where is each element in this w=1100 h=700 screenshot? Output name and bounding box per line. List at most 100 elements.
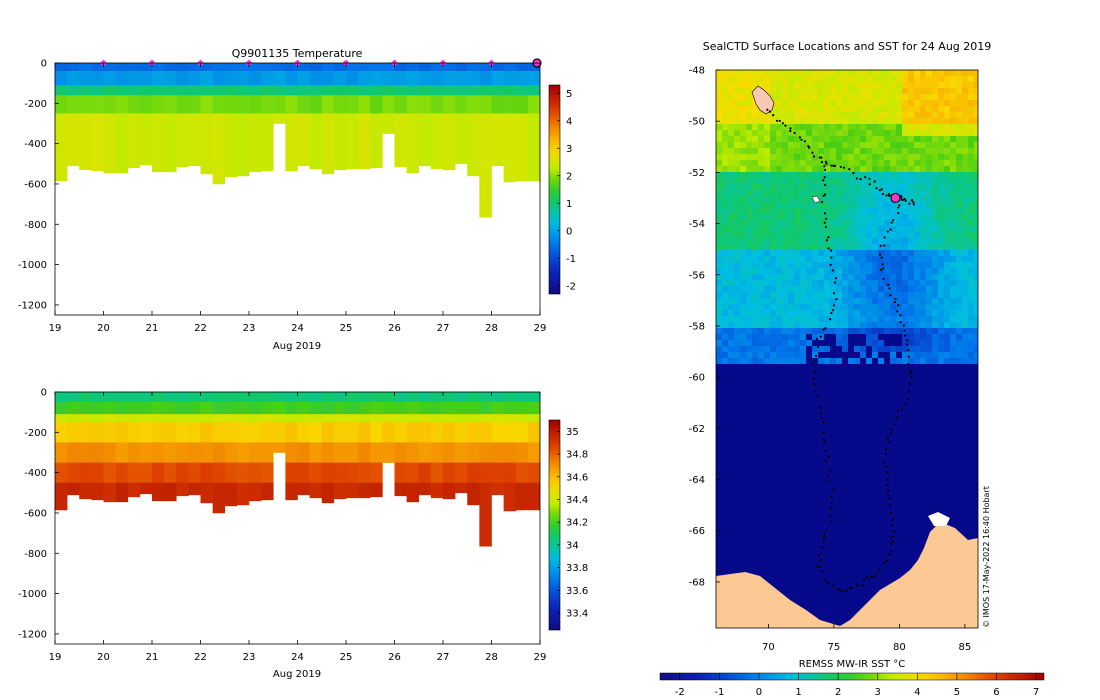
- section-cell: [188, 71, 201, 86]
- sst-cell: [746, 520, 753, 527]
- sst-cell: [740, 220, 747, 227]
- sst-cell: [914, 262, 921, 269]
- sst-cell: [950, 424, 957, 431]
- sst-cell: [806, 568, 813, 575]
- sst-cell: [830, 448, 837, 455]
- sst-cell: [734, 148, 741, 155]
- sst-cell: [962, 424, 969, 431]
- sst-cell: [806, 322, 813, 329]
- sst-cell: [824, 376, 831, 383]
- sst-cell: [746, 208, 753, 215]
- sst-cell: [920, 154, 927, 161]
- section-cell: [382, 422, 395, 443]
- sst-cell: [974, 274, 978, 281]
- sst-cell: [782, 298, 789, 305]
- sst-cell: [770, 328, 777, 335]
- sst-cell: [890, 502, 897, 509]
- track-point: [832, 488, 835, 491]
- track-point: [808, 146, 811, 149]
- section-cell: [479, 442, 492, 463]
- sst-cell: [842, 154, 849, 161]
- x-tick-label: 26: [388, 652, 401, 663]
- sst-cell: [872, 250, 879, 257]
- sst-cell: [908, 256, 915, 263]
- sst-cell: [758, 496, 765, 503]
- sst-cell: [956, 526, 963, 533]
- sst-cell: [944, 334, 951, 341]
- sst-cell: [728, 532, 735, 539]
- sst-cell: [950, 238, 957, 245]
- sst-cell: [866, 292, 873, 299]
- sst-cell: [788, 130, 795, 137]
- sst-cell: [962, 274, 969, 281]
- section-cell: [103, 422, 116, 443]
- sst-cell: [734, 298, 741, 305]
- sst-cell: [962, 352, 969, 359]
- sst-cell: [878, 394, 885, 401]
- sst-cell: [962, 280, 969, 287]
- sst-cell: [806, 286, 813, 293]
- sst-cell: [806, 346, 813, 353]
- sst-cell: [872, 544, 879, 551]
- track-point: [878, 568, 881, 571]
- sst-cell: [848, 256, 855, 263]
- colorbar-tick-label: 33.8: [566, 563, 588, 574]
- sst-cell: [902, 568, 909, 575]
- temperature-heatmap: [55, 63, 540, 218]
- sst-cell: [734, 514, 741, 521]
- track-point: [861, 584, 864, 587]
- sst-cell: [782, 178, 789, 185]
- sst-cell: [938, 328, 945, 335]
- sst-cell: [920, 328, 927, 335]
- sst-cell: [860, 130, 867, 137]
- sst-cell: [764, 232, 771, 239]
- sst-cell: [926, 112, 933, 119]
- sst-cell: [800, 286, 807, 293]
- sst-cell: [740, 232, 747, 239]
- sst-cell: [932, 256, 939, 263]
- sst-cell: [812, 424, 819, 431]
- sst-cell: [722, 466, 729, 473]
- sst-cell: [866, 208, 873, 215]
- sst-cell: [860, 184, 867, 191]
- sst-cell: [968, 202, 975, 209]
- sst-cell: [836, 490, 843, 497]
- sst-cell: [854, 118, 861, 125]
- sst-cell: [764, 358, 771, 365]
- sst-cell: [950, 286, 957, 293]
- track-point: [817, 554, 821, 557]
- sst-cell: [764, 514, 771, 521]
- track-point: [909, 369, 912, 372]
- track-point: [822, 541, 825, 544]
- sst-cell: [884, 244, 891, 251]
- section-cell: [236, 95, 250, 114]
- sst-cell: [884, 466, 891, 473]
- sst-cell: [932, 292, 939, 299]
- sst-cell: [902, 160, 909, 167]
- sst-cell: [962, 322, 969, 329]
- sst-cell: [920, 346, 927, 353]
- sst-cell: [968, 154, 975, 161]
- sea-ice-patch: [928, 512, 950, 526]
- section-cell: [346, 422, 359, 443]
- sst-cell: [890, 208, 897, 215]
- section-cell: [297, 482, 310, 496]
- sst-cell: [884, 178, 891, 185]
- section-cell: [115, 85, 129, 96]
- sst-cell: [794, 544, 801, 551]
- sst-cell: [914, 406, 921, 413]
- sst-cell: [860, 376, 867, 383]
- track-point: [885, 559, 888, 562]
- sst-cell: [896, 166, 903, 173]
- sst-cell: [734, 448, 741, 455]
- sst-cell: [740, 520, 747, 527]
- section-cell: [236, 63, 250, 72]
- sst-cell: [764, 310, 771, 317]
- sst-cell: [944, 424, 951, 431]
- sst-cell: [824, 568, 831, 575]
- section-cell: [273, 422, 286, 443]
- sst-cell: [734, 172, 741, 179]
- sst-cell: [752, 460, 759, 467]
- sst-cell: [974, 484, 978, 491]
- section-cell: [515, 462, 529, 484]
